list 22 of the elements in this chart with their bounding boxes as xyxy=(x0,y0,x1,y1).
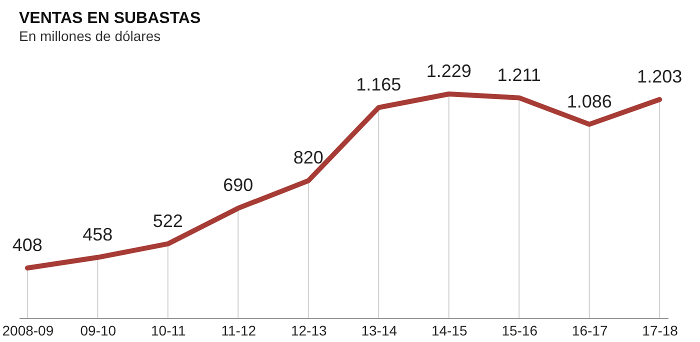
chart-title: VENTAS EN SUBASTAS xyxy=(19,10,201,27)
x-tick-label: 09-10 xyxy=(80,322,116,338)
data-label: 1.229 xyxy=(426,61,472,81)
chart-subtitle: En millones de dólares xyxy=(19,28,161,44)
data-label: 690 xyxy=(223,175,254,196)
data-label: 522 xyxy=(152,210,183,231)
data-label: 408 xyxy=(12,235,42,255)
data-label: 820 xyxy=(293,148,324,168)
data-label: 458 xyxy=(82,224,113,244)
x-tick-label: 15-16 xyxy=(502,322,538,338)
data-label: 1.203 xyxy=(637,66,682,87)
x-tick-label: 12-13 xyxy=(290,322,327,338)
x-tick-label: 11-12 xyxy=(221,322,256,338)
data-label: 1.211 xyxy=(497,64,541,85)
x-tick-label: 2008-09 xyxy=(2,322,54,338)
x-tick-label: 17-18 xyxy=(642,322,678,338)
x-tick-label: 10-11 xyxy=(151,322,186,338)
data-label: 1.165 xyxy=(356,74,402,95)
x-tick-label: 13-14 xyxy=(361,322,398,338)
data-label: 1.086 xyxy=(566,91,612,112)
x-tick-label: 14-15 xyxy=(431,322,468,338)
x-tick-label: 16-17 xyxy=(572,322,608,338)
